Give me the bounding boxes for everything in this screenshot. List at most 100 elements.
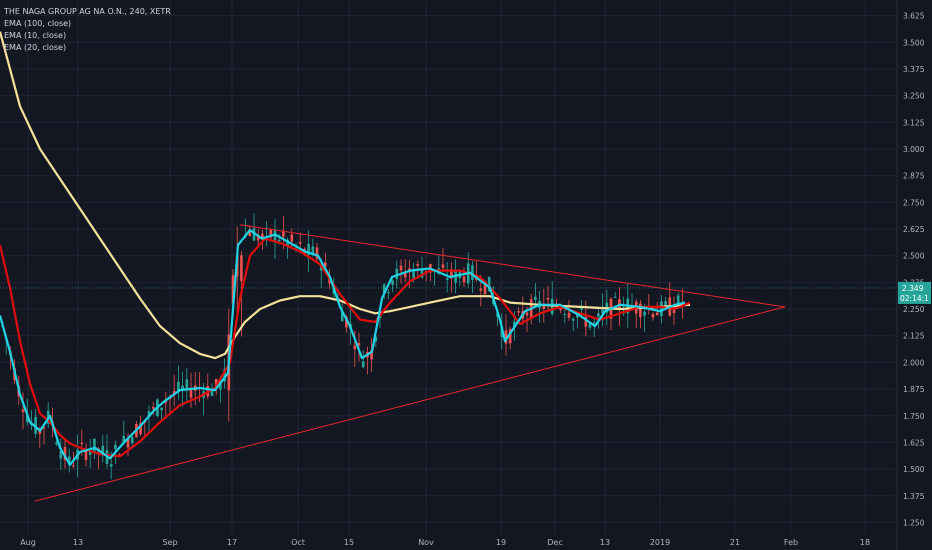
candle-body — [286, 239, 289, 247]
x-tick-label: Dec — [547, 538, 562, 547]
symbol-title: THE NAGA GROUP AG NA O.N., 240, XETR — [4, 7, 171, 16]
candle-body — [151, 406, 155, 409]
countdown-value: 02:14:1 — [900, 294, 929, 303]
candle-body — [660, 301, 663, 317]
candle-body — [269, 229, 273, 238]
y-tick-label: 2.875 — [903, 172, 925, 181]
candle-body — [387, 292, 390, 294]
y-tick-label: 2.625 — [903, 225, 925, 234]
chart-grid — [0, 0, 895, 535]
x-axis: Aug 13 Sep 17 Oct 15 Nov 19 Dec 13 2019 21 Feb 18 — [20, 538, 870, 547]
candle-body — [223, 369, 226, 382]
x-tick-label: 19 — [496, 538, 506, 547]
x-tick-label: 18 — [860, 538, 870, 547]
indicator-ema10[interactable]: EMA (10, close) — [4, 31, 67, 40]
candle-body — [542, 303, 546, 309]
candle-body — [214, 379, 218, 389]
candle-body — [534, 296, 537, 301]
y-tick-label: 3.500 — [903, 38, 925, 47]
x-tick-label: 21 — [730, 538, 740, 547]
candle-body — [445, 278, 449, 280]
candle-body — [487, 276, 491, 292]
y-tick-label: 1.375 — [903, 492, 925, 501]
candle-body — [172, 390, 176, 395]
candle-body — [361, 361, 365, 368]
candle-body — [508, 329, 512, 344]
candle-body — [517, 311, 520, 313]
candle-body — [130, 437, 134, 444]
candle-body — [261, 233, 264, 239]
y-tick-label: 3.375 — [903, 65, 925, 74]
candle-body — [382, 284, 386, 294]
candle-body — [597, 313, 600, 317]
candle-body — [273, 229, 277, 242]
y-tick-label: 1.875 — [903, 385, 925, 394]
candle-body — [240, 255, 243, 282]
candle-body — [525, 312, 529, 316]
candle-body — [290, 234, 294, 242]
y-tick-label: 3.625 — [903, 12, 925, 21]
candle-body — [181, 385, 184, 390]
trendline-upper — [239, 224, 786, 308]
candle-body — [21, 409, 25, 412]
x-tick-label: 17 — [227, 538, 237, 547]
x-tick-label: 13 — [600, 538, 610, 547]
x-tick-label: 13 — [73, 538, 83, 547]
candle-body — [580, 307, 583, 310]
ema-line-10 — [0, 229, 686, 466]
candle-body — [412, 270, 415, 279]
candle-body — [109, 464, 113, 467]
x-tick-label: 2019 — [650, 538, 670, 547]
candle-body — [563, 314, 567, 316]
candle-body — [479, 288, 483, 291]
candle-body — [370, 350, 373, 360]
y-axis: 3.625 3.500 3.375 3.250 3.125 3.000 2.875 2.750… — [896, 0, 925, 550]
candle-body — [93, 438, 96, 453]
candle-body — [231, 275, 235, 304]
candle-body — [655, 312, 659, 316]
candle-body — [298, 242, 302, 244]
x-tick-label: Sep — [162, 538, 177, 547]
candle-body — [559, 307, 562, 311]
candle-body — [34, 416, 37, 434]
trendline-lower — [34, 306, 786, 502]
candle-body — [672, 306, 676, 314]
candle-body — [639, 303, 642, 318]
candle-body — [567, 312, 571, 318]
candle-body — [576, 313, 579, 318]
candle-body — [80, 442, 84, 445]
y-tick-label: 3.125 — [903, 118, 925, 127]
y-tick-label: 1.250 — [903, 518, 925, 527]
candle-body — [101, 445, 105, 455]
candle-body — [114, 444, 117, 450]
chart-legend: THE NAGA GROUP AG NA O.N., 240, XETR EMA… — [4, 6, 171, 54]
ema-line-20 — [0, 237, 691, 458]
candle-body — [601, 309, 604, 314]
candle-body — [189, 390, 193, 398]
candle-body — [256, 235, 260, 241]
candle-body — [25, 415, 29, 423]
countdown-badge — [898, 292, 931, 304]
candle-body — [441, 264, 445, 268]
candle-body — [584, 316, 588, 327]
candle-body — [504, 330, 508, 344]
candle-body — [122, 435, 126, 442]
candle-body — [139, 423, 142, 435]
candle-body — [416, 264, 420, 266]
candle-body — [277, 239, 281, 242]
y-tick-label: 2.250 — [903, 305, 925, 314]
indicator-ema20[interactable]: EMA (20, close) — [4, 43, 67, 52]
candle-body — [147, 411, 151, 418]
indicator-ema100[interactable]: EMA (100, close) — [4, 19, 72, 28]
candle-body — [664, 301, 667, 306]
candle-body — [307, 243, 310, 256]
candle-body — [399, 265, 403, 271]
candle-body — [651, 313, 655, 318]
y-tick-label: 3.000 — [903, 145, 925, 154]
candle-body — [59, 450, 63, 459]
candle-body — [282, 230, 285, 237]
candle-body — [391, 280, 394, 285]
candle-body — [55, 442, 58, 445]
y-tick-label: 2.750 — [903, 198, 925, 207]
